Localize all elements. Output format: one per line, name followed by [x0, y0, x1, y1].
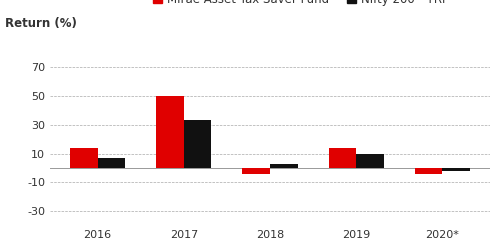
Bar — [98, 158, 125, 168]
Bar — [70, 148, 98, 168]
Bar — [356, 154, 384, 168]
Bar — [415, 168, 442, 174]
Bar — [156, 96, 184, 168]
Bar — [242, 168, 270, 174]
Bar — [442, 168, 470, 171]
Bar — [328, 148, 356, 168]
Text: Return (%): Return (%) — [5, 17, 77, 30]
Bar — [184, 120, 212, 168]
Legend: Mirae Asset Tax Saver Fund, Nifty 200 - TRI: Mirae Asset Tax Saver Fund, Nifty 200 - … — [152, 0, 445, 6]
Bar — [270, 164, 297, 168]
